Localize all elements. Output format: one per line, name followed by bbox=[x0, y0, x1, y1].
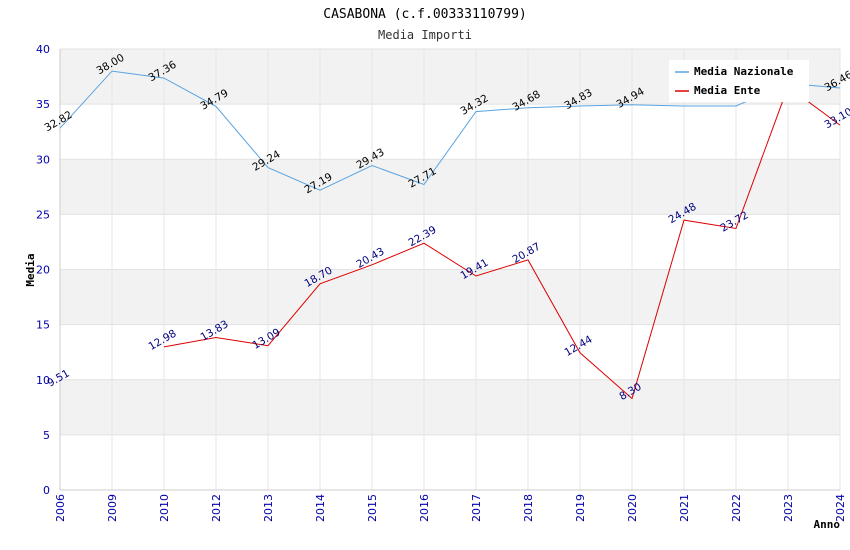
y-axis-label: Media bbox=[24, 253, 37, 286]
x-tick-label: 2006 bbox=[54, 494, 67, 522]
y-tick-label: 30 bbox=[36, 153, 50, 166]
y-tick-label: 15 bbox=[36, 319, 50, 332]
grid-band bbox=[60, 159, 840, 215]
data-label-media-ente: 22.39 bbox=[406, 224, 438, 249]
x-tick-label: 2014 bbox=[314, 494, 327, 522]
chart-title: CASABONA (c.f.00333110799) bbox=[323, 7, 527, 22]
legend: Media Nazionale Media Ente bbox=[669, 60, 809, 102]
y-tick-label: 20 bbox=[36, 264, 50, 277]
x-tick-label: 2019 bbox=[574, 494, 587, 522]
x-tick-label: 2023 bbox=[782, 494, 795, 522]
grid-band bbox=[60, 269, 840, 325]
y-tick-label: 35 bbox=[36, 98, 50, 111]
legend-box bbox=[669, 60, 809, 102]
x-tick-label: 2012 bbox=[210, 494, 223, 522]
y-tick-label: 40 bbox=[36, 43, 50, 56]
data-label-media-ente: 13.09 bbox=[250, 326, 282, 351]
legend-label-media-nazionale: Media Nazionale bbox=[694, 65, 794, 78]
x-tick-label: 2017 bbox=[470, 494, 483, 522]
data-label-media-ente: 12.44 bbox=[562, 333, 594, 359]
x-tick-label: 2021 bbox=[678, 494, 691, 522]
y-tick-label: 5 bbox=[43, 429, 50, 442]
data-label-media-ente: 20.43 bbox=[354, 245, 386, 270]
y-tick-label: 0 bbox=[43, 484, 50, 497]
x-tick-label: 2018 bbox=[522, 494, 535, 522]
x-tick-label: 2020 bbox=[626, 494, 639, 522]
data-label-media-ente: 20.87 bbox=[510, 241, 542, 266]
x-tick-label: 2024 bbox=[834, 494, 847, 522]
x-tick-label: 2016 bbox=[418, 494, 431, 522]
x-tick-label: 2022 bbox=[730, 494, 743, 522]
series-line-media-ente bbox=[163, 85, 841, 400]
data-label-media-ente: 33.10 bbox=[822, 106, 850, 131]
x-tick-label: 2013 bbox=[262, 494, 275, 522]
x-tick-label: 2009 bbox=[106, 494, 119, 522]
y-tick-label: 10 bbox=[36, 374, 50, 387]
chart-subtitle: Media Importi bbox=[378, 28, 472, 42]
grid-band bbox=[60, 379, 840, 435]
legend-label-media-ente: Media Ente bbox=[694, 84, 761, 97]
series-line-media-nazionale bbox=[59, 70, 841, 191]
data-label-media-ente: 12.98 bbox=[146, 328, 178, 353]
y-tick-label: 25 bbox=[36, 208, 50, 221]
x-axis-label: Anno bbox=[814, 518, 841, 531]
data-label-media-nazionale: 32.82 bbox=[42, 109, 74, 134]
x-tick-label: 2010 bbox=[158, 494, 171, 522]
x-tick-label: 2015 bbox=[366, 494, 379, 522]
